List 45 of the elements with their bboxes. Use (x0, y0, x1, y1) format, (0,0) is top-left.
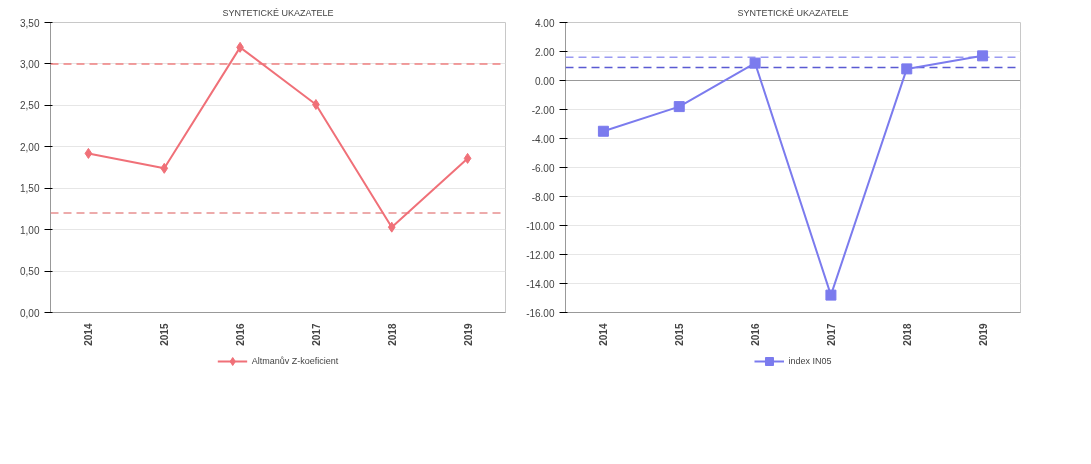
point (825, 289, 837, 301)
y-tick-label: 4.00 (535, 17, 555, 29)
point (901, 63, 913, 75)
y-tick-label: 2.00 (535, 46, 555, 58)
y-tick-label: -14.00 (526, 278, 555, 290)
y-tick-label: -10.00 (526, 220, 555, 232)
y-tick-label: -8.00 (531, 191, 555, 203)
y-tick-label: -6.00 (531, 162, 555, 174)
x-tick-label: 2019 (977, 323, 989, 346)
y-tick-label: -12.00 (526, 249, 555, 261)
x-tick-label: 2014 (83, 323, 95, 346)
y-tick-label: -16.00 (526, 307, 555, 319)
legend-label: index IN05 (788, 356, 832, 366)
y-tick-label: 1,00 (20, 224, 40, 236)
x-tick-label: 2019 (462, 323, 474, 346)
point (160, 162, 169, 174)
legend-label: Altmanův Z-koeficient (251, 356, 339, 366)
x-tick-label: 2017 (825, 323, 837, 346)
point (463, 152, 472, 164)
point (749, 57, 761, 69)
y-tick-label: 3,50 (20, 17, 40, 29)
point (673, 101, 685, 113)
y-tick-label: 3,00 (20, 58, 40, 70)
y-tick-label: 0.00 (535, 75, 555, 87)
point (84, 147, 93, 159)
x-tick-label: 2015 (159, 323, 171, 346)
chart-title: SYNTETICKÉ UKAZATELE (737, 7, 849, 18)
point (387, 221, 396, 233)
y-tick-label: -2.00 (531, 104, 555, 116)
y-tick-label: 0,50 (20, 266, 40, 278)
x-tick-label: 2018 (901, 323, 913, 346)
chart-title: SYNTETICKÉ UKAZATELE (222, 7, 334, 18)
x-tick-label: 2016 (750, 323, 762, 346)
y-tick-label: 2,50 (20, 100, 40, 112)
y-tick-label: -4.00 (531, 133, 555, 145)
x-tick-label: 2017 (310, 323, 322, 346)
x-tick-label: 2014 (598, 323, 610, 346)
y-tick-label: 1,50 (20, 183, 40, 195)
x-tick-label: 2018 (386, 323, 398, 346)
point (597, 125, 609, 137)
y-tick-label: 0,00 (20, 307, 40, 319)
point (977, 50, 989, 62)
y-tick-label: 2,00 (20, 141, 40, 153)
x-tick-label: 2015 (674, 323, 686, 346)
x-tick-label: 2016 (235, 323, 247, 346)
